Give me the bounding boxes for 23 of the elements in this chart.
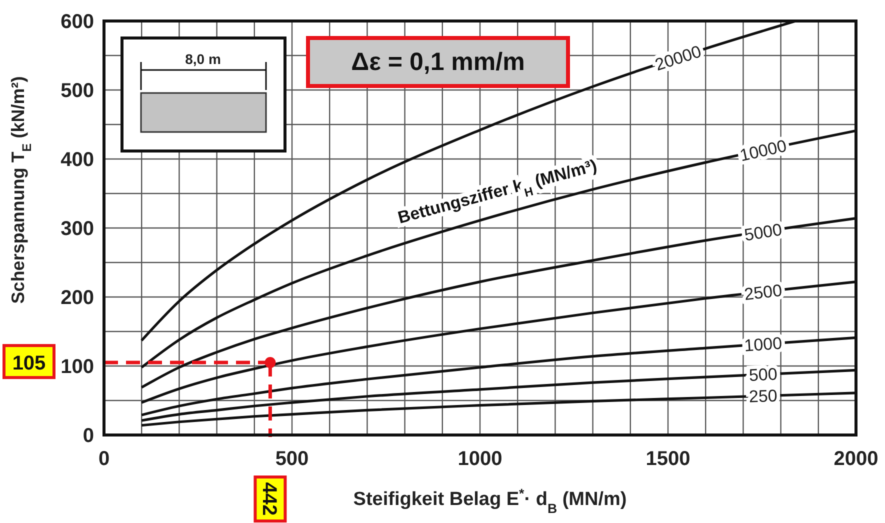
text: 20000 bbox=[652, 42, 704, 75]
text: 442 bbox=[258, 482, 280, 516]
x-tick-label: 1000 bbox=[458, 448, 502, 470]
y-tick-label: 0 bbox=[82, 425, 94, 447]
series-label: 500 bbox=[748, 364, 778, 386]
y-tick-label: 200 bbox=[60, 287, 94, 309]
text: 105 bbox=[12, 352, 46, 375]
text: 10000 bbox=[738, 136, 788, 166]
x-axis-title: Steifigkeit Belag E$^{*}$· d$_{B}$ (MN/m) bbox=[353, 486, 627, 516]
text: 2500 bbox=[743, 280, 784, 304]
x-tick-label: 2000 bbox=[834, 448, 878, 470]
x-tick-label: 1500 bbox=[646, 448, 690, 470]
text: 5000 bbox=[743, 220, 784, 245]
y-tick-label: 300 bbox=[60, 218, 94, 240]
y-tick-label: 500 bbox=[60, 80, 94, 102]
annotation: Δε = 0,1 mm/m bbox=[351, 48, 525, 76]
y-tick-label: 400 bbox=[60, 149, 94, 171]
x-tick-label: 500 bbox=[275, 448, 309, 470]
series-label: 1000 bbox=[744, 334, 783, 356]
y-tick-label: 100 bbox=[60, 356, 94, 378]
x-tick-label: 0 bbox=[98, 448, 110, 470]
y-tick-label: 600 bbox=[60, 11, 94, 33]
annotation: 8,0 m bbox=[185, 51, 221, 67]
